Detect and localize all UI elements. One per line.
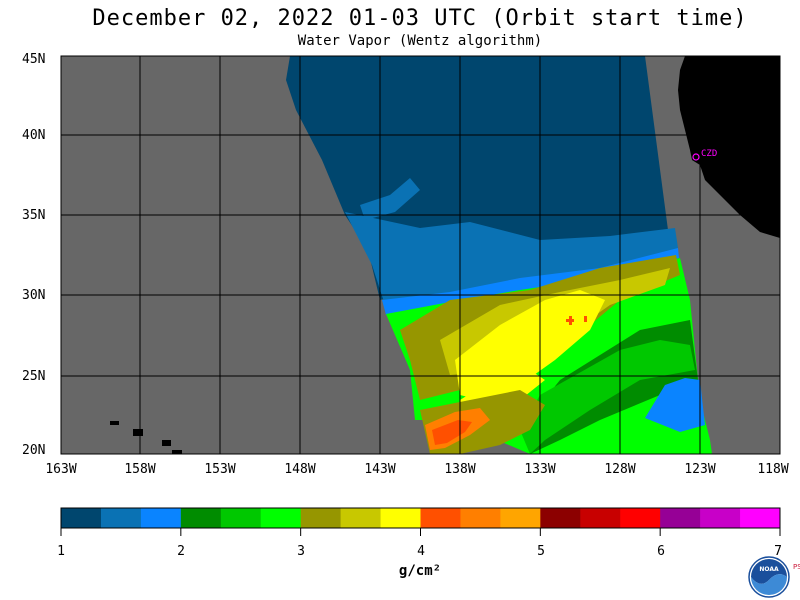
- lat-label: 40N: [22, 128, 46, 143]
- colorbar-swatch: [260, 508, 302, 528]
- colorbar-swatch: [660, 508, 701, 528]
- lat-label: 45N: [22, 52, 46, 67]
- swath-green: [520, 340, 695, 454]
- lat-label: 35N: [22, 208, 46, 223]
- red-mark: [584, 316, 587, 322]
- lon-label: 143W: [364, 462, 396, 477]
- red-mark: [569, 316, 572, 325]
- lon-label: 118W: [757, 462, 789, 477]
- lon-label: 128W: [604, 462, 636, 477]
- noaa-logo-icon: NOAA: [748, 556, 790, 598]
- lat-label: 25N: [22, 369, 46, 384]
- swath-medium-blue-north: [360, 178, 420, 220]
- logo-text: NOAA: [759, 566, 779, 573]
- colorbar-units: g/cm²: [398, 563, 442, 579]
- page-title: December 02, 2022 01-03 UTC (Orbit start…: [92, 6, 748, 31]
- island: [172, 450, 182, 454]
- colorbar-swatch: [300, 508, 342, 528]
- island: [133, 429, 143, 436]
- lat-label: 30N: [22, 288, 46, 303]
- colorbar-tick-label: 4: [417, 544, 425, 559]
- colorbar-swatch: [140, 508, 182, 528]
- island: [110, 421, 119, 425]
- colorbar-swatch: [420, 508, 461, 528]
- colorbar-tick-label: 6: [657, 544, 665, 559]
- swath-bright-blue: [382, 248, 679, 315]
- colorbar-swatch: [460, 508, 501, 528]
- colorbar-swatch: [580, 508, 621, 528]
- colorbar-swatch: [220, 508, 262, 528]
- lon-label: 138W: [444, 462, 476, 477]
- lon-label: 123W: [684, 462, 716, 477]
- station-marker-icon: [692, 153, 700, 161]
- swath-blue-pocket: [645, 378, 705, 432]
- colorbar-tick-label: 5: [537, 544, 545, 559]
- swath-medium-blue: [345, 212, 678, 305]
- swath-yellow: [455, 290, 605, 400]
- station-label: CZD: [701, 149, 717, 159]
- colorbar-swatch: [61, 508, 102, 528]
- colorbar-tick-label: 2: [177, 544, 185, 559]
- colorbar-tick-label: 1: [57, 544, 65, 559]
- gridlines: [61, 56, 780, 454]
- lon-label: 158W: [124, 462, 156, 477]
- colorbar-swatch: [700, 508, 741, 528]
- colorbar: [60, 507, 781, 536]
- island: [162, 440, 171, 446]
- colorbar-tick-label: 3: [297, 544, 305, 559]
- swath-red-orange: [432, 420, 472, 445]
- lon-label: 153W: [204, 462, 236, 477]
- lat-label: 20N: [22, 443, 46, 458]
- lon-label: 163W: [45, 462, 77, 477]
- colorbar-swatch: [500, 508, 541, 528]
- colorbar-swatch: [620, 508, 661, 528]
- colorbar-swatch: [740, 508, 781, 528]
- lon-label: 148W: [284, 462, 316, 477]
- psl-logo-text: PSL: [793, 563, 800, 571]
- colorbar-swatch: [540, 508, 581, 528]
- colorbar-tick-label: 7: [774, 544, 782, 559]
- colorbar-swatch: [380, 508, 421, 528]
- colorbar-swatch: [100, 508, 142, 528]
- colorbar-swatch: [340, 508, 382, 528]
- colorbar-swatch: [180, 508, 222, 528]
- page-subtitle: Water Vapor (Wentz algorithm): [297, 33, 543, 49]
- lon-label: 133W: [524, 462, 556, 477]
- map-frame: [60, 55, 781, 455]
- land-north-america: [678, 56, 780, 238]
